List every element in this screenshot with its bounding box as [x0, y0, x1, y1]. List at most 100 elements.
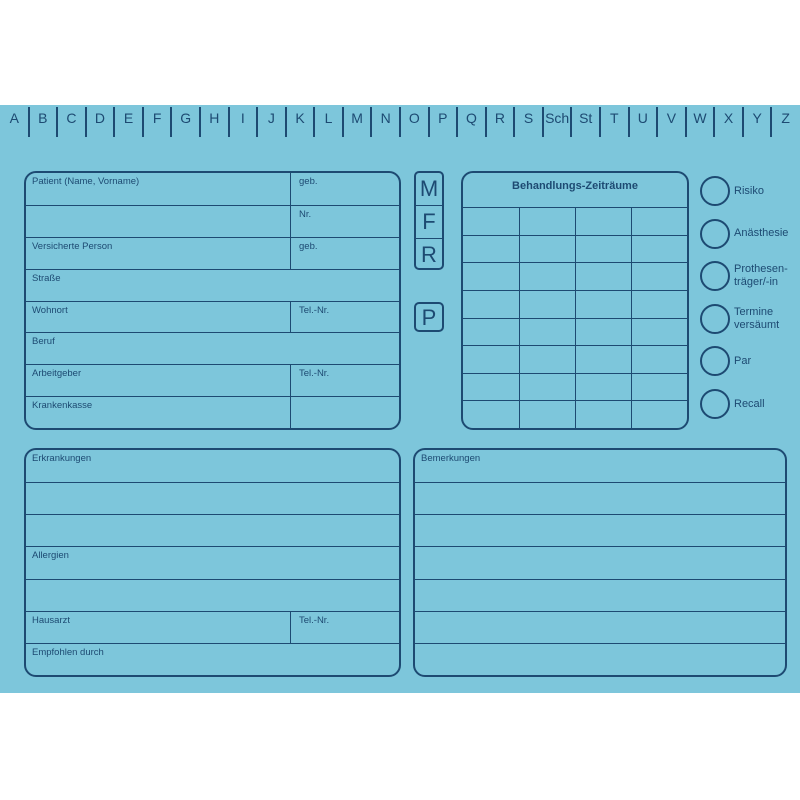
period-cell[interactable] [463, 207, 519, 235]
remarks-box-row[interactable]: Bemerkungen [415, 450, 785, 482]
period-cell[interactable] [463, 262, 519, 290]
period-cell[interactable] [519, 289, 575, 318]
period-cell[interactable] [519, 372, 575, 401]
tab-o[interactable]: O [408, 110, 420, 126]
tab-k[interactable]: K [295, 110, 305, 126]
tab-b[interactable]: B [38, 110, 48, 126]
tab-t[interactable]: T [610, 110, 619, 126]
patient-box-row[interactable]: Patient (Name, Vorname) geb. [26, 173, 399, 205]
flag-checkbox-circle[interactable] [700, 389, 730, 419]
tab-f[interactable]: F [152, 110, 162, 126]
flag-checkbox-circle[interactable] [700, 346, 730, 377]
tab-v[interactable]: V [666, 110, 677, 126]
period-cell[interactable] [575, 345, 631, 373]
tab-m[interactable]: M [351, 110, 363, 126]
medical-box-row[interactable]: Hausarzt Tel.-Nr. [26, 610, 399, 643]
period-cell[interactable] [631, 262, 687, 290]
medical-box-row[interactable]: Erkrankungen [26, 450, 399, 482]
period-cell[interactable] [631, 234, 687, 263]
tab-a[interactable]: A [9, 110, 19, 126]
medical-box-row[interactable]: Allergien [26, 546, 399, 578]
tab-p[interactable]: P [438, 110, 448, 126]
status-letter-p[interactable]: P [414, 302, 444, 332]
tab-w[interactable]: W [693, 110, 707, 126]
medical-box-row[interactable] [26, 578, 399, 611]
remarks-box-row[interactable] [415, 514, 785, 546]
remarks-box-row[interactable] [415, 642, 785, 675]
letter-m[interactable]: M [419, 176, 439, 201]
period-cell[interactable] [519, 317, 575, 346]
flag-checkbox-circle[interactable] [700, 176, 730, 206]
period-cell[interactable] [463, 400, 519, 428]
period-cell[interactable] [463, 234, 519, 263]
patient-box-row[interactable]: Krankenkasse [26, 396, 399, 428]
patient-box-row[interactable]: Versicherte Person geb. [26, 236, 399, 269]
tab-y[interactable]: Y [752, 110, 762, 126]
tab-l[interactable]: L [324, 110, 333, 126]
tab-z[interactable]: Z [781, 110, 790, 126]
flag-label: Recall [734, 397, 765, 410]
period-cell[interactable] [575, 372, 631, 401]
tab-divider [256, 107, 259, 137]
field-divider [290, 365, 291, 397]
period-cell[interactable] [519, 262, 575, 290]
remarks-box-row[interactable] [415, 610, 785, 643]
remarks-box-row[interactable] [415, 482, 785, 514]
patient-box-row[interactable]: Beruf [26, 332, 399, 364]
flag-checkbox-circle[interactable] [700, 303, 730, 334]
tab-r[interactable]: R [494, 110, 506, 126]
period-cell[interactable] [463, 372, 519, 401]
field-label: Versicherte Person [32, 240, 113, 252]
period-cell[interactable] [463, 289, 519, 318]
tab-c[interactable]: C [66, 110, 77, 126]
period-cell[interactable] [519, 207, 575, 235]
tab-n[interactable]: N [380, 110, 391, 126]
patient-box-row[interactable]: Straße [26, 268, 399, 301]
flag-checkbox-circle[interactable] [700, 218, 730, 249]
patient-box-row[interactable]: Wohnort Tel.-Nr. [26, 300, 399, 333]
field-divider [290, 237, 291, 269]
medical-box-row[interactable] [26, 514, 399, 546]
period-cell[interactable] [631, 372, 687, 401]
period-cell[interactable] [463, 345, 519, 373]
period-cell[interactable] [519, 400, 575, 428]
period-cell[interactable] [631, 207, 687, 235]
tab-divider [456, 107, 459, 137]
period-cell[interactable] [575, 317, 631, 346]
period-cell[interactable] [631, 289, 687, 318]
remarks-box-row[interactable] [415, 578, 785, 611]
tab-h[interactable]: H [209, 110, 220, 126]
tab-u[interactable]: U [637, 110, 648, 126]
tab-d[interactable]: D [94, 110, 106, 126]
remarks-box-row[interactable] [415, 546, 785, 578]
period-cell[interactable] [575, 262, 631, 290]
tab-sch[interactable]: Sch [545, 110, 570, 126]
tab-divider [399, 107, 401, 137]
tab-q[interactable]: Q [465, 110, 477, 126]
period-cell[interactable] [575, 234, 631, 263]
tab-i[interactable]: I [240, 110, 245, 126]
period-cell[interactable] [463, 317, 519, 346]
tab-j[interactable]: J [267, 110, 275, 126]
period-cell[interactable] [519, 345, 575, 373]
period-cell[interactable] [519, 234, 575, 263]
period-cell[interactable] [631, 345, 687, 373]
period-cell[interactable] [631, 317, 687, 346]
letter-f[interactable]: F [416, 205, 442, 238]
tab-divider [599, 107, 601, 137]
period-cell[interactable] [575, 400, 631, 428]
tab-s[interactable]: S [523, 110, 534, 126]
period-cell[interactable] [575, 289, 631, 318]
medical-box-row[interactable]: Empfohlen durch [26, 642, 399, 675]
letter-r[interactable]: R [416, 238, 442, 270]
flag-checkbox-circle[interactable] [700, 261, 730, 292]
tab-st[interactable]: St [579, 110, 593, 126]
patient-box-row[interactable]: Arbeitgeber Tel.-Nr. [26, 364, 399, 397]
patient-box-row[interactable]: Nr. [26, 204, 399, 237]
tab-e[interactable]: E [123, 110, 134, 126]
tab-x[interactable]: X [723, 110, 734, 126]
period-cell[interactable] [575, 207, 631, 235]
tab-g[interactable]: G [180, 110, 192, 126]
medical-box-row[interactable] [26, 482, 399, 514]
period-cell[interactable] [631, 400, 687, 428]
